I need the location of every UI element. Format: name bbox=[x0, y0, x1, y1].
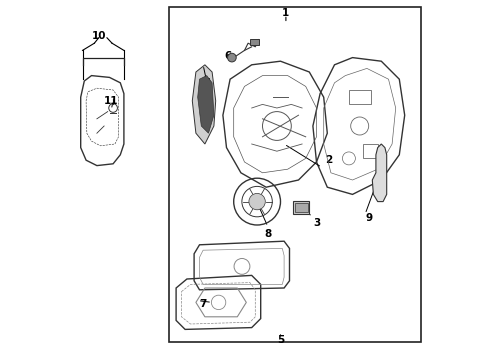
Bar bbox=[249, 39, 258, 45]
Bar bbox=[363, 144, 377, 158]
Text: 3: 3 bbox=[312, 218, 320, 228]
Bar bbox=[348, 90, 370, 104]
Circle shape bbox=[248, 193, 265, 210]
Text: 1: 1 bbox=[282, 8, 289, 18]
Bar bbox=[292, 201, 309, 214]
Text: 10: 10 bbox=[91, 31, 106, 41]
Text: 8: 8 bbox=[264, 229, 271, 239]
Polygon shape bbox=[371, 144, 386, 202]
Bar bbox=[168, 7, 420, 342]
Text: 7: 7 bbox=[199, 299, 206, 309]
Text: 5: 5 bbox=[276, 335, 284, 345]
Polygon shape bbox=[197, 76, 213, 133]
Text: 2: 2 bbox=[325, 155, 332, 165]
Text: 6: 6 bbox=[224, 51, 231, 61]
Text: 11: 11 bbox=[104, 96, 118, 106]
Bar bbox=[294, 203, 307, 212]
Text: 9: 9 bbox=[365, 213, 371, 223]
Circle shape bbox=[227, 53, 236, 62]
Text: 4: 4 bbox=[203, 78, 210, 88]
Polygon shape bbox=[192, 65, 215, 144]
